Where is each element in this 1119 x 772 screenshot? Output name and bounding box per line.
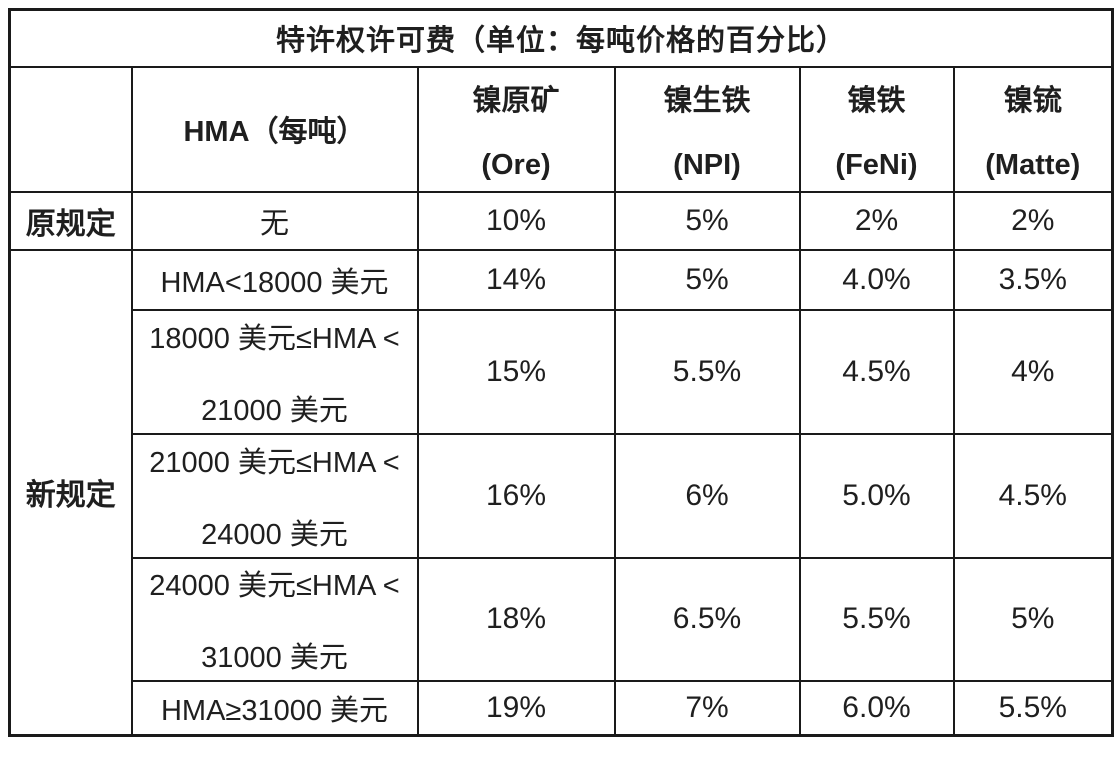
table-row: 特许权许可费（单位：每吨价格的百分比） — [8, 8, 1114, 68]
table-row: HMA≥31000 美元 19% 7% 6.0% 5.5% — [10, 679, 1114, 737]
table-row: 18000 美元≤HMA < 21000 美元 15% 5.5% 4.5% 4% — [10, 308, 1114, 435]
hma-line: HMA<18000 美元 — [160, 266, 389, 299]
value-cell-feni: 5.0% — [798, 432, 955, 559]
hma-line: 24000 美元≤HMA < — [149, 570, 400, 602]
value-cell-ore: 14% — [416, 248, 616, 311]
value-cell-feni: 4.5% — [798, 308, 955, 435]
value-cell-feni: 6.0% — [798, 679, 955, 737]
table-row: 24000 美元≤HMA < 31000 美元 18% 6.5% 5.5% 5% — [10, 556, 1114, 682]
col-header-feni-lines: 镍铁 (FeNi) — [805, 77, 949, 182]
hma-cell: 21000 美元≤HMA < 24000 美元 — [130, 432, 419, 559]
col-header-matte-lines: 镍锍 (Matte) — [959, 77, 1108, 182]
value-cell-npi: 5.5% — [613, 308, 801, 435]
value-cell-matte: 4% — [952, 308, 1114, 435]
row-group-label-old: 原规定 — [8, 190, 133, 251]
value-cell-npi: 6.5% — [613, 556, 801, 682]
value-cell-ore: 16% — [416, 432, 616, 559]
col-header-ore-lines: 镍原矿 (Ore) — [423, 77, 610, 182]
value-cell-npi: 5% — [613, 248, 801, 311]
col-header-ore: 镍原矿 (Ore) — [416, 65, 616, 193]
col-header-npi-zh: 镍生铁 — [663, 84, 751, 117]
col-header-feni-zh: 镍铁 — [847, 84, 906, 117]
value-cell-matte: 5% — [952, 556, 1114, 682]
value-cell-matte: 5.5% — [952, 679, 1114, 737]
col-header-matte-en: (Matte) — [985, 148, 1081, 181]
value-cell-matte: 2% — [952, 190, 1114, 251]
value-cell-matte: 3.5% — [952, 248, 1114, 311]
col-header-feni-en: (FeNi) — [835, 148, 918, 181]
hma-cell-lines: 18000 美元≤HMA < 21000 美元 — [137, 315, 413, 429]
value-cell-feni: 2% — [798, 190, 955, 251]
value-cell-npi: 7% — [613, 679, 801, 737]
col-header-matte: 镍锍 (Matte) — [952, 65, 1114, 193]
col-header-npi-lines: 镍生铁 (NPI) — [620, 77, 795, 182]
hma-cell-lines: HMA≥31000 美元 — [137, 687, 413, 729]
value-cell-npi: 5% — [613, 190, 801, 251]
value-cell-ore: 10% — [416, 190, 616, 251]
col-header-hma: HMA（每吨） — [130, 65, 419, 193]
table-row: 21000 美元≤HMA < 24000 美元 16% 6% 5.0% 4.5% — [10, 432, 1114, 559]
hma-line: 无 — [259, 207, 289, 240]
table-row: HMA（每吨） 镍原矿 (Ore) 镍生铁 (NPI) 镍铁 (FeNi) — [8, 65, 1114, 193]
col-header-ore-en: (Ore) — [481, 148, 551, 181]
value-cell-matte: 4.5% — [952, 432, 1114, 559]
table-title: 特许权许可费（单位：每吨价格的百分比） — [8, 8, 1114, 68]
hma-line: 24000 美元 — [201, 518, 348, 551]
value-cell-feni: 4.0% — [798, 248, 955, 311]
hma-cell-lines: 21000 美元≤HMA < 24000 美元 — [137, 439, 413, 553]
value-cell-ore: 15% — [416, 308, 616, 435]
value-cell-feni: 5.5% — [798, 556, 955, 682]
hma-cell: HMA<18000 美元 — [130, 248, 419, 311]
value-cell-ore: 19% — [416, 679, 616, 737]
royalty-fee-table: 特许权许可费（单位：每吨价格的百分比） HMA（每吨） 镍原矿 (Ore) 镍生… — [8, 8, 1115, 737]
col-header-ore-zh: 镍原矿 — [472, 84, 560, 117]
hma-line: 21000 美元 — [201, 394, 348, 427]
hma-cell: 18000 美元≤HMA < 21000 美元 — [130, 308, 419, 435]
hma-cell: HMA≥31000 美元 — [130, 679, 419, 737]
col-header-npi: 镍生铁 (NPI) — [613, 65, 801, 193]
col-header-npi-en: (NPI) — [673, 148, 741, 181]
hma-line: 31000 美元 — [201, 642, 348, 674]
table-row: 新规定 HMA<18000 美元 14% 5% 4.0% 3.5% — [8, 248, 1114, 737]
col-header-hma-label: HMA（每吨） — [183, 116, 366, 148]
value-cell-ore: 18% — [416, 556, 616, 682]
hma-line: 21000 美元≤HMA < — [149, 446, 400, 479]
hma-line: 18000 美元≤HMA < — [149, 322, 400, 355]
page: 特许权许可费（单位：每吨价格的百分比） HMA（每吨） 镍原矿 (Ore) 镍生… — [8, 8, 1115, 737]
hma-cell: 24000 美元≤HMA < 31000 美元 — [130, 556, 419, 682]
hma-cell-lines: 无 — [137, 200, 413, 242]
col-header-matte-zh: 镍锍 — [1003, 84, 1062, 117]
hma-cell-lines: 24000 美元≤HMA < 31000 美元 — [137, 562, 413, 676]
corner-cell — [8, 65, 133, 193]
value-cell-npi: 6% — [613, 432, 801, 559]
hma-cell: 无 — [130, 190, 419, 251]
row-group-label-new: 新规定 — [8, 248, 133, 737]
col-header-feni: 镍铁 (FeNi) — [798, 65, 955, 193]
hma-cell-lines: HMA<18000 美元 — [137, 259, 413, 301]
table-row: 原规定 无 10% 5% 2% 2% — [8, 190, 1114, 251]
hma-line: HMA≥31000 美元 — [160, 694, 389, 727]
